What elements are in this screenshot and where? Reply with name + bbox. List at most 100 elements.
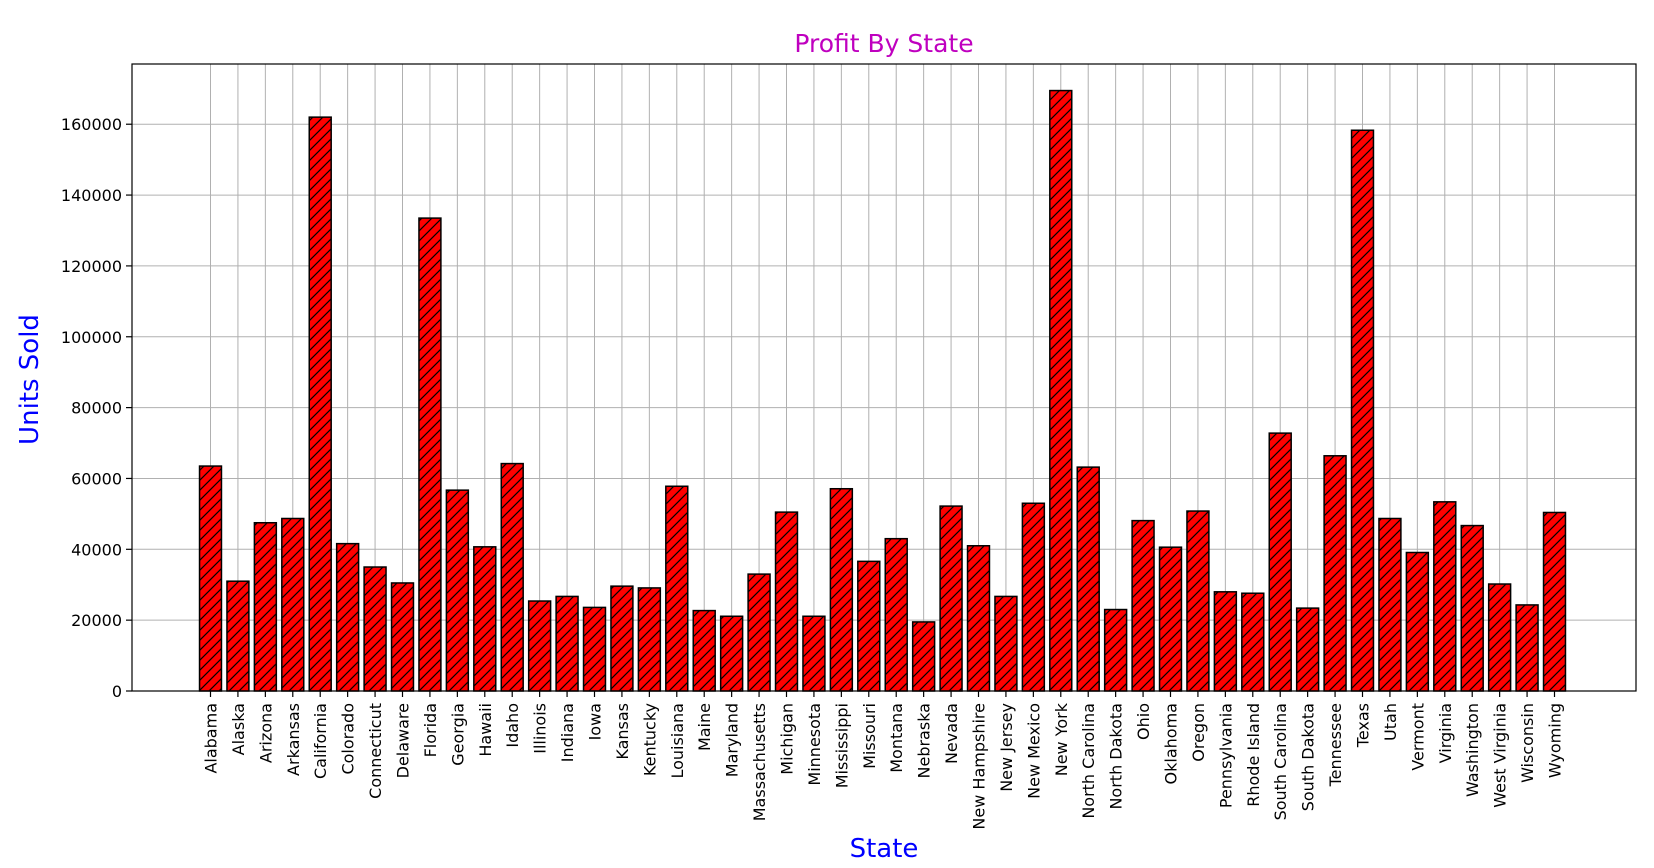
x-tick-label: Michigan [778, 703, 797, 775]
x-tick-label: Illinois [531, 703, 550, 754]
x-tick-label: Rhode Island [1244, 703, 1263, 807]
x-tick-label: Texas [1354, 703, 1373, 748]
y-tick-label: 60000 [71, 469, 122, 488]
x-tick-label: New Mexico [1024, 703, 1043, 799]
x-tick-label: California [311, 703, 330, 779]
x-tick-label: Wyoming [1546, 703, 1565, 778]
plot-frame [131, 63, 1637, 692]
x-tick-label: West Virginia [1491, 703, 1510, 808]
x-tick-label: Connecticut [366, 703, 385, 799]
bar-texas [1350, 129, 1375, 692]
bar-ohio [1131, 519, 1155, 692]
bar-maryland [719, 615, 744, 692]
x-tick-label: Kansas [613, 703, 632, 760]
bar-pennsylvania [1213, 591, 1238, 692]
x-tick-label: Georgia [448, 703, 467, 766]
x-tick-label: Ohio [1134, 703, 1153, 740]
bar-hawaii [473, 546, 497, 692]
x-tick-label: North Dakota [1107, 703, 1126, 810]
x-tick-label: New Hampshire [970, 703, 989, 830]
bar-oklahoma [1158, 546, 1183, 692]
bar-louisiana [665, 485, 689, 692]
x-tick-label: South Carolina [1271, 703, 1290, 820]
x-tick-label: Missouri [860, 703, 879, 769]
bar-illinois [527, 600, 552, 692]
bar-north-dakota [1103, 608, 1128, 692]
x-tick-label: Nebraska [915, 703, 934, 778]
y-tick-label: 20000 [71, 611, 122, 630]
bar-new-york [1049, 89, 1073, 692]
bar-wyoming [1542, 511, 1567, 692]
x-tick-label: Mississippi [832, 703, 851, 788]
y-tick-label: 160000 [61, 115, 122, 134]
x-tick-label: Nevada [942, 703, 961, 764]
bar-rhode-island [1241, 592, 1265, 692]
bar-minnesota [802, 615, 826, 692]
bar-nevada [939, 505, 963, 692]
x-tick-label: Arkansas [284, 703, 303, 776]
x-tick-label: North Carolina [1079, 703, 1098, 819]
x-tick-label: Iowa [586, 703, 605, 740]
y-tick-label: 80000 [71, 399, 122, 418]
y-tick-label: 100000 [61, 328, 122, 347]
x-tick-label: Arizona [256, 703, 275, 763]
bar-michigan [774, 511, 799, 692]
bar-iowa [582, 606, 607, 692]
x-axis: Alabama Alaska Arizona Arkansas California Co… [202, 691, 1565, 830]
x-tick-label: New Jersey [997, 703, 1016, 792]
bar-massachusetts [747, 573, 771, 692]
x-tick-label: Alabama [202, 703, 221, 774]
x-tick-label: Maine [695, 703, 714, 751]
bar-montana [884, 537, 908, 692]
bar-new-jersey [994, 595, 1018, 692]
y-tick-label: 0 [112, 682, 122, 701]
bar-west-virginia [1487, 583, 1512, 692]
bar-florida [418, 217, 442, 692]
bar-delaware [390, 582, 415, 692]
bar-alaska [226, 580, 250, 692]
x-tick-label: Massachusetts [750, 703, 769, 821]
bar-colorado [335, 542, 360, 692]
x-tick-label: Delaware [394, 703, 413, 778]
x-tick-label: Alaska [229, 703, 248, 755]
x-tick-label: Wisconsin [1518, 703, 1537, 783]
bar-wisconsin [1515, 604, 1539, 692]
x-tick-label: Oregon [1189, 703, 1208, 762]
x-tick-label: Pennsylvania [1216, 703, 1235, 808]
x-axis-title: State [850, 834, 919, 864]
bar-washington [1460, 524, 1484, 692]
x-tick-label: Oklahoma [1162, 703, 1181, 784]
bar-maine [692, 609, 716, 692]
bar-idaho [500, 462, 524, 692]
bar-kansas [610, 585, 634, 692]
bar-tennessee [1323, 455, 1347, 692]
chart-title: Profit By State [794, 29, 973, 58]
bar-mississippi [829, 487, 854, 692]
bar-south-carolina [1268, 432, 1292, 692]
bar-utah [1378, 517, 1402, 692]
x-tick-label: Washington [1463, 703, 1482, 797]
bar-alabama [198, 465, 223, 692]
bar-virginia [1433, 501, 1457, 692]
x-tick-label: New York [1052, 702, 1071, 776]
bar-oregon [1186, 510, 1210, 692]
bar-new-hampshire [966, 545, 991, 692]
x-tick-label: Hawaii [476, 703, 495, 757]
x-tick-label: Florida [421, 703, 440, 757]
y-tick-label: 120000 [61, 257, 122, 276]
y-axis: 0 20000 40000 60000 80000 100000 120000 140000 1… [61, 115, 132, 701]
x-tick-label: Colorado [339, 703, 358, 775]
x-tick-label: Utah [1381, 703, 1400, 741]
x-tick-label: Minnesota [805, 703, 824, 786]
x-tick-label: Vermont [1408, 703, 1427, 771]
x-tick-label: Louisiana [668, 703, 687, 779]
x-tick-label: Montana [887, 703, 906, 773]
bar-arizona [253, 521, 278, 692]
bar-vermont [1405, 551, 1430, 692]
bar-missouri [857, 560, 881, 692]
x-tick-label: Tennessee [1326, 703, 1345, 787]
bar-connecticut [363, 566, 387, 692]
y-tick-label: 40000 [71, 540, 122, 559]
